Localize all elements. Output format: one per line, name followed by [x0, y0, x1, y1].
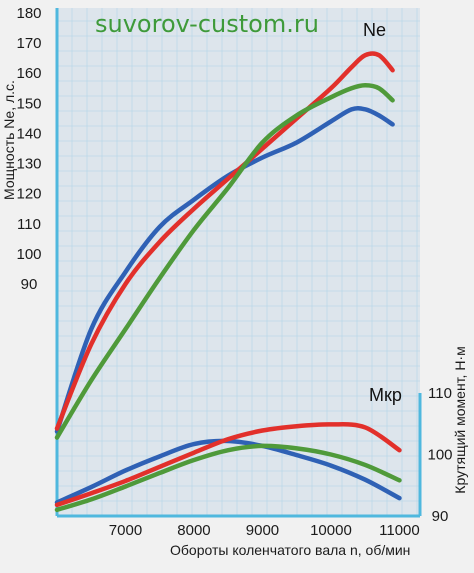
y-axis-right-title: Крутящий момент, Н·м	[452, 346, 468, 493]
tick-labels: 7000 8000 9000 10000 11000 90 100 110 120 130 140 1…	[16, 5, 452, 539]
torque-series-group	[54, 422, 402, 513]
y-axis-left-title: Мощность Ne, л.с.	[1, 80, 17, 200]
torque-curve-label: Мкр	[369, 385, 402, 405]
y-left-tick-label: 160	[16, 65, 41, 82]
y-left-tick-label: 180	[16, 5, 41, 22]
y-left-tick-label: 140	[16, 125, 41, 142]
y-left-tick-label: 150	[16, 95, 41, 112]
x-tick-label: 10000	[310, 522, 352, 539]
watermark: suvorov-custom.ru	[95, 10, 319, 38]
y-left-tick-label: 170	[16, 35, 41, 52]
x-axis-title: Обороты коленчатого вала n, об/мин	[170, 542, 410, 558]
power-series-group	[54, 51, 395, 440]
grid	[56, 8, 420, 517]
x-tick-label: 9000	[246, 522, 279, 539]
y-right-tick-label: 90	[432, 508, 449, 525]
x-tick-label: 7000	[109, 522, 142, 539]
y-right-tick-label: 100	[427, 447, 452, 464]
power-curve-label: Ne	[363, 20, 386, 40]
y-left-tick-label: 100	[16, 246, 41, 263]
y-left-tick-label: 90	[21, 276, 38, 293]
x-tick-label: 8000	[177, 522, 210, 539]
y-right-tick-label: 110	[428, 385, 452, 402]
power-line-blue	[54, 105, 395, 434]
torque-line-red	[54, 422, 402, 508]
plot-background	[57, 8, 420, 516]
x-tick-label: 11000	[379, 522, 420, 539]
power-line-green	[54, 83, 395, 440]
power-line-red	[54, 51, 395, 431]
torque-line-green	[54, 443, 402, 513]
y-left-tick-label: 110	[17, 216, 41, 233]
y-left-tick-label: 130	[16, 156, 41, 173]
y-left-tick-label: 120	[16, 186, 41, 203]
